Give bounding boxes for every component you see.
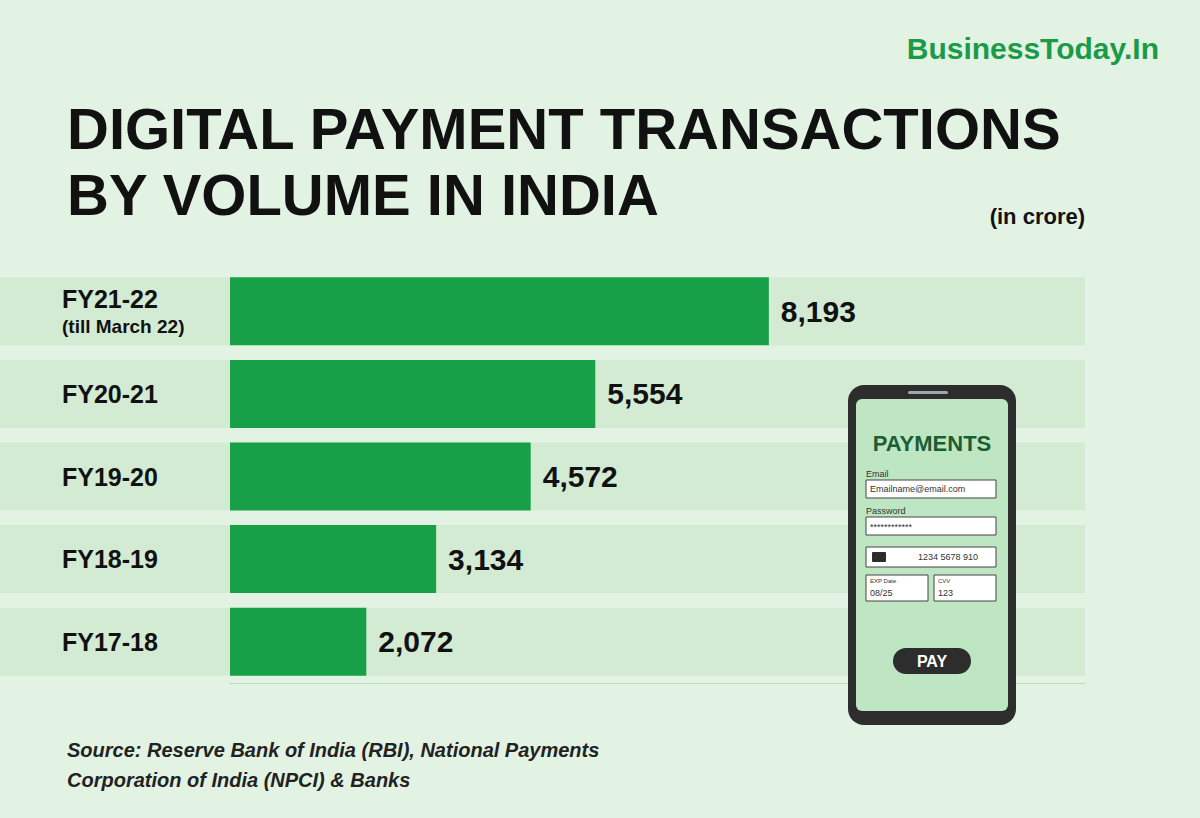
svg-text:08/25: 08/25 xyxy=(870,588,893,598)
svg-text:5,554: 5,554 xyxy=(607,377,682,410)
svg-text:BY VOLUME IN INDIA: BY VOLUME IN INDIA xyxy=(67,162,659,227)
svg-text:FY18-19: FY18-19 xyxy=(62,545,158,573)
svg-text:PAY: PAY xyxy=(917,653,948,670)
svg-text:(in crore): (in crore) xyxy=(990,204,1085,229)
svg-text:(till March 22): (till March 22) xyxy=(62,316,184,337)
svg-text:Source: Reserve Bank of India: Source: Reserve Bank of India (RBI), Nat… xyxy=(67,739,605,761)
svg-text:CVV: CVV xyxy=(938,578,950,584)
svg-text:4,572: 4,572 xyxy=(543,460,618,493)
svg-text:2,072: 2,072 xyxy=(378,625,453,658)
svg-text:Password: Password xyxy=(866,506,906,516)
svg-text:Emailname@email.com: Emailname@email.com xyxy=(870,484,965,494)
svg-text:8,193: 8,193 xyxy=(781,295,856,328)
svg-text:FY17-18: FY17-18 xyxy=(62,628,158,656)
svg-text:FY21-22: FY21-22 xyxy=(62,285,158,313)
svg-text:PAYMENTS: PAYMENTS xyxy=(873,431,992,456)
svg-text:Corporation of India (NPCI) &: Corporation of India (NPCI) & Banks xyxy=(67,769,410,791)
svg-text:************: ************ xyxy=(870,522,913,532)
svg-text:3,134: 3,134 xyxy=(448,543,523,576)
svg-text:BusinessToday.In: BusinessToday.In xyxy=(907,32,1159,65)
svg-text:Email: Email xyxy=(866,469,889,479)
svg-text:DIGITAL PAYMENT TRANSACTIONS: DIGITAL PAYMENT TRANSACTIONS xyxy=(67,96,1061,161)
svg-text:1234 5678 910: 1234 5678 910 xyxy=(918,552,978,562)
svg-text:FY20-21: FY20-21 xyxy=(62,380,158,408)
svg-text:123: 123 xyxy=(938,588,953,598)
svg-text:EXP Date: EXP Date xyxy=(870,578,897,584)
svg-text:FY19-20: FY19-20 xyxy=(62,463,158,491)
